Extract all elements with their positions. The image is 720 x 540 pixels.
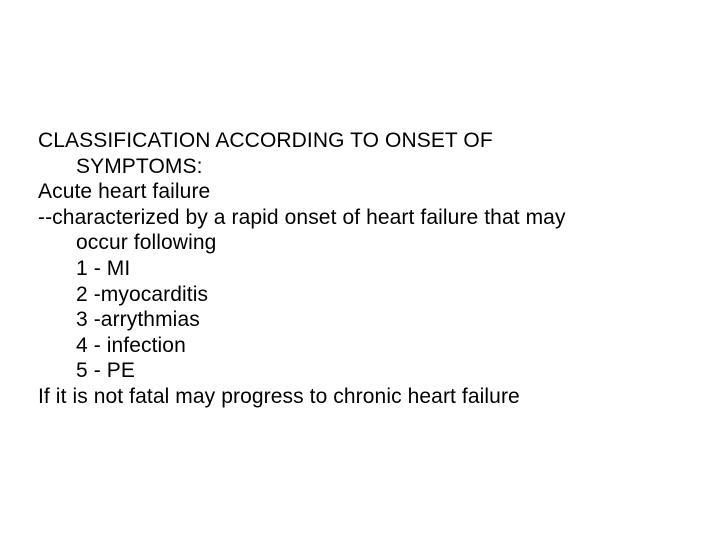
- text-line-10: If it is not fatal may progress to chron…: [38, 384, 682, 410]
- text-line-0: CLASSIFICATION ACCORDING TO ONSET OF: [38, 128, 682, 154]
- text-line-6: 2 -myocarditis: [38, 282, 682, 308]
- text-line-8: 4 - infection: [38, 333, 682, 359]
- text-line-7: 3 -arrythmias: [38, 307, 682, 333]
- text-line-5: 1 - MI: [38, 256, 682, 282]
- text-line-1: SYMPTOMS:: [38, 154, 682, 180]
- text-line-2: Acute heart failure: [38, 179, 682, 205]
- text-line-4: occur following: [38, 230, 682, 256]
- text-line-3: --characterized by a rapid onset of hear…: [38, 205, 682, 231]
- slide-content: CLASSIFICATION ACCORDING TO ONSET OF SYM…: [38, 128, 682, 410]
- text-line-9: 5 - PE: [38, 358, 682, 384]
